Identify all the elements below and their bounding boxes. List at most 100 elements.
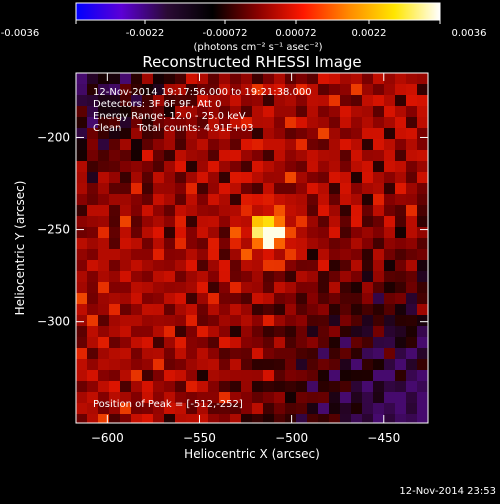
heatmap-cell — [263, 183, 274, 194]
x-tick-label: −550 — [183, 431, 216, 445]
heatmap-cell — [362, 370, 373, 381]
heatmap-cell — [384, 249, 395, 260]
heatmap-cell — [384, 194, 395, 205]
heatmap-cell — [285, 293, 296, 304]
heatmap-cell — [186, 216, 197, 227]
heatmap-cell — [318, 249, 329, 260]
heatmap-cell — [131, 271, 142, 282]
heatmap-cell — [230, 271, 241, 282]
heatmap-cell — [87, 238, 98, 249]
heatmap-cell — [340, 194, 351, 205]
heatmap-cell — [285, 106, 296, 117]
heatmap-cell — [296, 326, 307, 337]
heatmap-cell — [384, 161, 395, 172]
heatmap-cell — [252, 227, 263, 238]
heatmap-cell — [164, 161, 175, 172]
heatmap-cell — [417, 84, 428, 95]
heatmap-cell — [252, 106, 263, 117]
heatmap-cell — [351, 227, 362, 238]
heatmap-cell — [153, 271, 164, 282]
heatmap-cell — [351, 337, 362, 348]
heatmap-cell — [230, 227, 241, 238]
heatmap-cell — [417, 183, 428, 194]
heatmap-cell — [153, 227, 164, 238]
heatmap-cell — [153, 150, 164, 161]
heatmap-cell — [307, 139, 318, 150]
heatmap-cell — [263, 249, 274, 260]
heatmap-cell — [274, 128, 285, 139]
heatmap-cell — [252, 271, 263, 282]
heatmap-cell — [76, 315, 87, 326]
heatmap-cell — [120, 73, 131, 84]
heatmap-cell — [307, 227, 318, 238]
heatmap-cell — [87, 381, 98, 392]
heatmap-cell — [87, 84, 98, 95]
heatmap-cell — [263, 326, 274, 337]
heatmap-cell — [340, 293, 351, 304]
heatmap-cell — [208, 392, 219, 403]
heatmap-cell — [263, 348, 274, 359]
heatmap-cell — [76, 282, 87, 293]
heatmap-cell — [175, 84, 186, 95]
annotation-detectors: Detectors: 3F 6F 9F, Att 0 — [93, 99, 221, 110]
heatmap-cell — [252, 282, 263, 293]
heatmap-cell — [186, 150, 197, 161]
heatmap-cell — [329, 84, 340, 95]
heatmap-cell — [351, 348, 362, 359]
heatmap-cell — [76, 304, 87, 315]
heatmap-cell — [175, 205, 186, 216]
heatmap-cell — [164, 315, 175, 326]
heatmap-cell — [384, 139, 395, 150]
heatmap-cell — [406, 381, 417, 392]
heatmap-cell — [417, 381, 428, 392]
heatmap-cell — [285, 238, 296, 249]
heatmap-cell — [406, 414, 417, 423]
heatmap-cell — [186, 315, 197, 326]
heatmap-cell — [142, 194, 153, 205]
heatmap-cell — [164, 128, 175, 139]
heatmap-cell — [274, 84, 285, 95]
heatmap-cell — [131, 73, 142, 84]
heatmap-cell — [109, 403, 120, 414]
heatmap-cell — [417, 172, 428, 183]
heatmap-cell — [208, 117, 219, 128]
heatmap-cell — [241, 238, 252, 249]
heatmap-cell — [197, 172, 208, 183]
heatmap-cell — [351, 216, 362, 227]
heatmap-cell — [417, 139, 428, 150]
heatmap-cell — [219, 293, 230, 304]
heatmap-cell — [219, 128, 230, 139]
heatmap-cell — [76, 73, 87, 84]
heatmap-cell — [197, 106, 208, 117]
heatmap-cell — [186, 139, 197, 150]
heatmap-cell — [351, 403, 362, 414]
heatmap-cell — [307, 282, 318, 293]
heatmap-cell — [406, 326, 417, 337]
heatmap-cell — [274, 205, 285, 216]
heatmap-cell — [186, 106, 197, 117]
heatmap-cell — [120, 194, 131, 205]
heatmap-cell — [329, 337, 340, 348]
heatmap-cell — [208, 414, 219, 423]
heatmap-cell — [329, 95, 340, 106]
heatmap-cell — [87, 359, 98, 370]
annotation-clean: Clean Total counts: 4.91E+03 — [93, 123, 253, 134]
heatmap-cell — [230, 139, 241, 150]
heatmap-cell — [131, 403, 142, 414]
heatmap-cell — [208, 227, 219, 238]
heatmap-cell — [373, 403, 384, 414]
heatmap-cell — [76, 216, 87, 227]
heatmap-cell — [395, 183, 406, 194]
heatmap-cell — [120, 381, 131, 392]
heatmap-cell — [395, 282, 406, 293]
heatmap-cell — [197, 216, 208, 227]
heatmap-cell — [186, 249, 197, 260]
heatmap-cell — [230, 260, 241, 271]
heatmap-cell — [395, 95, 406, 106]
heatmap-cell — [241, 370, 252, 381]
heatmap-cell — [98, 304, 109, 315]
heatmap-cell — [98, 205, 109, 216]
footer-timestamp: 12-Nov-2014 23:53 — [399, 486, 496, 497]
heatmap-cell — [285, 249, 296, 260]
heatmap-cell — [362, 381, 373, 392]
